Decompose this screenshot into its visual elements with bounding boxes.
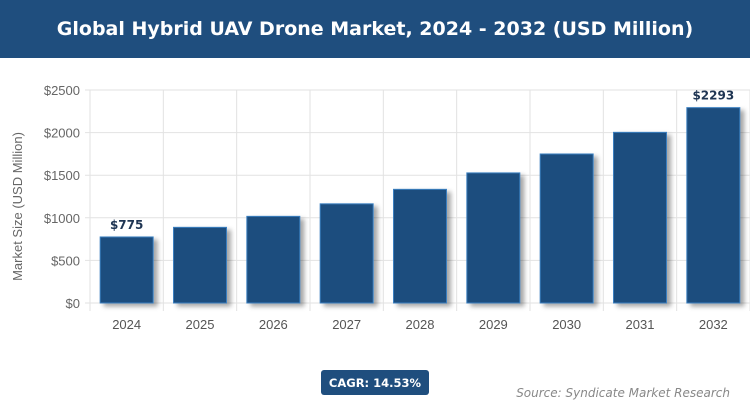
bar-2025 xyxy=(173,226,227,304)
y-tick-label: $1000 xyxy=(44,211,80,226)
x-tick-label: 2025 xyxy=(186,317,215,332)
bar-2029 xyxy=(466,172,521,304)
bar-2026 xyxy=(246,215,301,304)
bar-2031 xyxy=(613,131,667,304)
y-tick-label: $2500 xyxy=(44,83,80,98)
y-tick-label: $500 xyxy=(51,253,80,268)
x-tick-label: 2024 xyxy=(112,317,141,332)
x-tick-label: 2032 xyxy=(699,317,728,332)
bar-2024 xyxy=(99,236,154,304)
y-tick-label: $1500 xyxy=(44,168,80,183)
source-note: Source: Syndicate Market Research xyxy=(516,386,730,400)
x-tick-label: 2031 xyxy=(626,317,655,332)
x-tick-label: 2030 xyxy=(552,317,581,332)
data-label: $775 xyxy=(110,218,143,232)
bar-2030 xyxy=(539,153,594,304)
x-tick-label: 2026 xyxy=(259,317,288,332)
bar-2027 xyxy=(319,203,374,304)
bar-2028 xyxy=(393,188,447,304)
y-tick-label: $2000 xyxy=(44,126,80,141)
y-axis-label: Market Size (USD Million) xyxy=(10,132,25,281)
data-label: $2293 xyxy=(692,89,734,103)
x-tick-label: 2028 xyxy=(406,317,435,332)
x-tick-label: 2027 xyxy=(332,317,361,332)
x-tick-label: 2029 xyxy=(479,317,508,332)
bar-2032 xyxy=(686,107,741,304)
cagr-badge: CAGR: 14.53% xyxy=(321,370,429,395)
chart-title: Global Hybrid UAV Drone Market, 2024 - 2… xyxy=(0,0,750,58)
y-tick-label: $0 xyxy=(66,296,80,311)
